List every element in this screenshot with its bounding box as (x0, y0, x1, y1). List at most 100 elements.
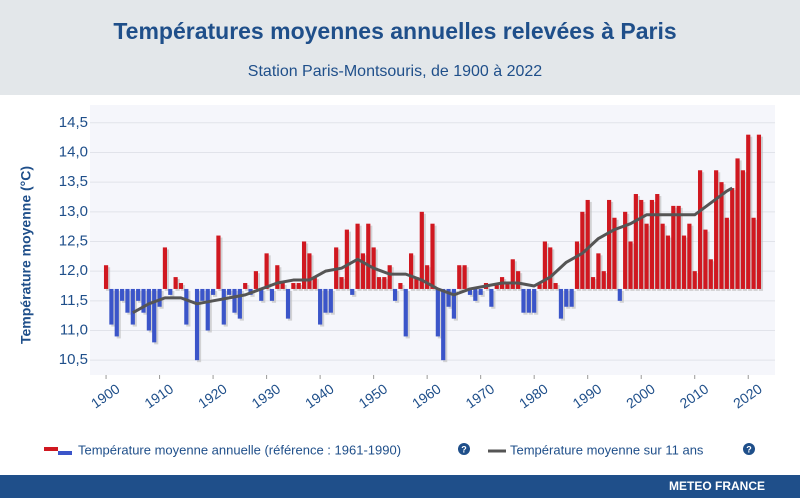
bar (639, 199, 644, 289)
help-icon-text: ? (461, 444, 467, 454)
bar (714, 170, 719, 289)
help-icon[interactable] (458, 443, 470, 455)
bar (398, 283, 403, 289)
bar (146, 288, 151, 331)
bar (730, 188, 735, 289)
bar (221, 288, 226, 325)
bar (275, 265, 280, 289)
bar (382, 277, 387, 289)
bar (655, 194, 660, 289)
bar (103, 265, 109, 289)
bar (162, 247, 168, 289)
bar (548, 247, 553, 289)
y-tick-label: 11,5 (60, 292, 88, 309)
bar (751, 217, 756, 289)
bar (301, 241, 307, 289)
bar (376, 277, 382, 289)
bar (457, 265, 462, 289)
bar (264, 253, 269, 289)
bar (697, 170, 703, 289)
chart-subtitle: Station Paris-Montsouris, de 1900 à 2022 (248, 63, 543, 80)
bar (409, 253, 414, 289)
bar (237, 288, 242, 319)
bar (125, 288, 130, 313)
bar (724, 217, 729, 289)
bar (521, 288, 526, 313)
bar (585, 199, 590, 289)
bar (633, 194, 638, 289)
bar (328, 288, 333, 313)
bar (489, 288, 494, 307)
bar (478, 288, 483, 295)
legend-label: Température moyenne sur 11 ans (510, 442, 704, 457)
bar (318, 288, 323, 325)
bar (253, 271, 258, 289)
bar (446, 288, 451, 307)
bar (355, 223, 360, 289)
bar (200, 288, 205, 301)
y-tick-label: 11,0 (60, 321, 88, 338)
bar (366, 223, 371, 289)
legend-label: Température moyenne annuelle (référence … (78, 442, 401, 457)
line (132, 186, 733, 315)
bar (462, 265, 467, 289)
bar (719, 182, 724, 289)
bar (152, 288, 157, 343)
bar (259, 288, 264, 301)
bar (735, 158, 740, 289)
bar (109, 288, 114, 325)
y-tick-label: 12,5 (59, 232, 88, 249)
bar (173, 277, 178, 289)
bar (120, 288, 125, 301)
chart-title: Températures moyennes annuelles relevées… (113, 18, 676, 44)
y-tick-label: 13,0 (59, 203, 88, 220)
bar (350, 288, 355, 295)
bar (574, 241, 580, 289)
bar (623, 211, 628, 289)
bar (430, 223, 435, 289)
bar (425, 265, 430, 289)
bar (596, 253, 601, 289)
legend-swatch-down (58, 451, 72, 455)
footer: METEO FRANCE (669, 479, 765, 493)
bar (553, 283, 558, 289)
bar (435, 288, 440, 337)
bar (194, 288, 200, 361)
bar (601, 271, 606, 289)
bar (569, 288, 574, 307)
bar (558, 288, 564, 319)
bar (628, 241, 633, 289)
bar (184, 288, 189, 325)
help-icon[interactable] (743, 443, 755, 455)
bar (532, 288, 537, 313)
bar (403, 288, 408, 337)
bar (687, 223, 692, 289)
bar (516, 271, 521, 289)
bar (665, 235, 671, 289)
bar (671, 205, 676, 289)
bar (130, 288, 135, 325)
bar (387, 265, 392, 289)
bar (269, 288, 275, 301)
bar (590, 277, 596, 289)
bar (676, 205, 681, 289)
bar (360, 253, 366, 289)
bar (649, 199, 655, 289)
bar (505, 283, 510, 289)
bar (339, 277, 344, 289)
bar (692, 271, 697, 289)
bar (114, 288, 119, 337)
bar (708, 259, 713, 289)
y-axis-label: Température moyenne (°C) (18, 166, 34, 344)
bar (136, 288, 141, 301)
bar (607, 199, 612, 289)
bar (210, 288, 216, 295)
footer-band (0, 475, 800, 498)
bar (323, 288, 328, 313)
y-tick-label: 14,5 (59, 114, 88, 131)
bar (473, 288, 478, 301)
bar (441, 288, 446, 361)
bar (414, 277, 419, 289)
bar (746, 134, 751, 289)
